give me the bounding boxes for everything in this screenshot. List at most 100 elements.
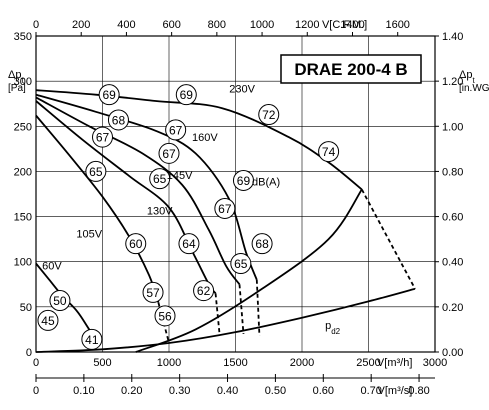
badge-circle (165, 119, 187, 141)
sound-level-badge: 50 (49, 290, 71, 312)
m3s-tick-label: 0.20 (121, 385, 142, 397)
x-tick-label: 500 (93, 357, 111, 369)
sound-level-badge: 67 (158, 142, 180, 164)
y-tick-label: 100 (14, 257, 32, 269)
badge-circle (154, 305, 176, 327)
left-axis-label: Δpt (8, 69, 24, 85)
badge-value: 68 (112, 113, 126, 127)
right-tick-label: 1.00 (442, 121, 463, 133)
badge-circle (258, 104, 280, 126)
badge-circle (193, 280, 215, 302)
sound-level-badge: 68 (107, 109, 129, 131)
series-160v-dashed-extension (255, 279, 261, 336)
x-tick-label: 2000 (290, 357, 314, 369)
m3s-axis-label: V[m³/s] (378, 385, 413, 397)
badge-value: 74 (322, 145, 336, 159)
y-tick-label: 300 (14, 76, 32, 88)
badge-circle (230, 253, 252, 275)
sound-level-badge: 65 (230, 253, 252, 275)
badge-value: 62 (197, 284, 211, 298)
badge-circle (125, 233, 147, 255)
badge-value: 72 (262, 108, 276, 122)
x-tick-label: 0 (33, 357, 39, 369)
sound-level-badge: 72 (258, 104, 280, 126)
top-tick-label: 1600 (385, 19, 409, 31)
badge-circle (232, 169, 254, 191)
badge-circle (81, 328, 103, 350)
top-tick-label: 1400 (340, 19, 364, 31)
series-105v-line (35, 114, 160, 303)
badge-value: 45 (41, 314, 55, 328)
right-tick-label: 0.60 (442, 212, 463, 224)
badge-circle (107, 109, 129, 131)
badge-circle (318, 141, 340, 163)
m3s-tick-label: 0.70 (360, 385, 381, 397)
badge-circle (92, 126, 113, 148)
x-axis-label: V[m³/h] (377, 357, 412, 369)
sound-level-badge: 69 (232, 169, 254, 191)
badge-circle (149, 168, 171, 190)
right-tick-label: 0.80 (442, 166, 463, 178)
badge-value: 65 (89, 165, 103, 179)
badge-circle (178, 233, 200, 255)
sound-level-badge: 65 (149, 168, 171, 190)
axes: 0 500 1000 1500 2000 2500 30000501001502002503… (8, 19, 489, 397)
series-230v-line (35, 89, 363, 191)
sound-level-badge: 69 (175, 84, 197, 106)
sound-level-badge: 67 (92, 126, 113, 148)
curve-label: 160V (192, 132, 218, 144)
badge-circle (85, 160, 107, 182)
right-tick-label: 1.40 (442, 31, 463, 43)
badge-circle (142, 281, 164, 303)
y-tick-label: 50 (20, 302, 32, 314)
right-axis-label-unit: [in.WG] (459, 83, 489, 94)
badge-value: 67 (96, 131, 110, 145)
series-130v-dashed-extension (214, 293, 221, 335)
badge-value: 57 (146, 286, 160, 300)
x-tick-label: 2500 (356, 357, 380, 369)
sound-level-badge: 57 (142, 281, 164, 303)
sound-level-badge: 65 (85, 160, 107, 182)
chart-title-box: DRAE 200-4 B (280, 54, 422, 84)
badge-value: 65 (153, 172, 167, 186)
right-tick-label: 1.20 (442, 76, 463, 88)
badge-circle (158, 142, 180, 164)
m3s-tick-label: 0.10 (73, 385, 94, 397)
x-tick-label: 1000 (157, 357, 181, 369)
badge-circle (214, 197, 236, 219)
badge-value: 67 (162, 147, 176, 161)
sound-level-badge: 56 (154, 305, 176, 327)
sound-level-badge: 41 (81, 328, 103, 350)
badge-value: 50 (53, 294, 67, 308)
sound-level-badge: 67 (165, 119, 187, 141)
badge-value: 60 (129, 237, 143, 251)
y-tick-label: 0 (26, 347, 32, 359)
m3s-tick-label: 0.50 (265, 385, 286, 397)
badge-value: 69 (237, 174, 251, 188)
badge-value: 69 (102, 88, 116, 102)
badge-circle (98, 84, 120, 106)
badge-value: 56 (158, 309, 172, 323)
series-160v-line (35, 93, 258, 281)
y-tick-label: 350 (14, 31, 32, 43)
right-tick-label: 0.40 (442, 257, 463, 269)
top-tick-label: 200 (72, 19, 90, 31)
top-tick-label: 400 (117, 19, 135, 31)
badge-circle (49, 290, 71, 312)
x-tick-label: 1500 (223, 357, 247, 369)
badge-value: 65 (234, 257, 248, 271)
sound-level-badge: 69 (98, 84, 120, 106)
sound-level-badge: 45 (37, 309, 59, 331)
plot-frame (35, 35, 436, 353)
curve-label: 60V (42, 260, 62, 272)
badge-circle (251, 233, 273, 255)
badge-circle (37, 309, 59, 331)
badge-circle (175, 84, 197, 106)
curve-label: 105V (76, 229, 102, 241)
sound-level-badge: 64 (178, 233, 200, 255)
chart-title: DRAE 200-4 B (294, 60, 407, 79)
sound-level-badge: 67 (214, 197, 236, 219)
y-tick-label: 250 (14, 121, 32, 133)
